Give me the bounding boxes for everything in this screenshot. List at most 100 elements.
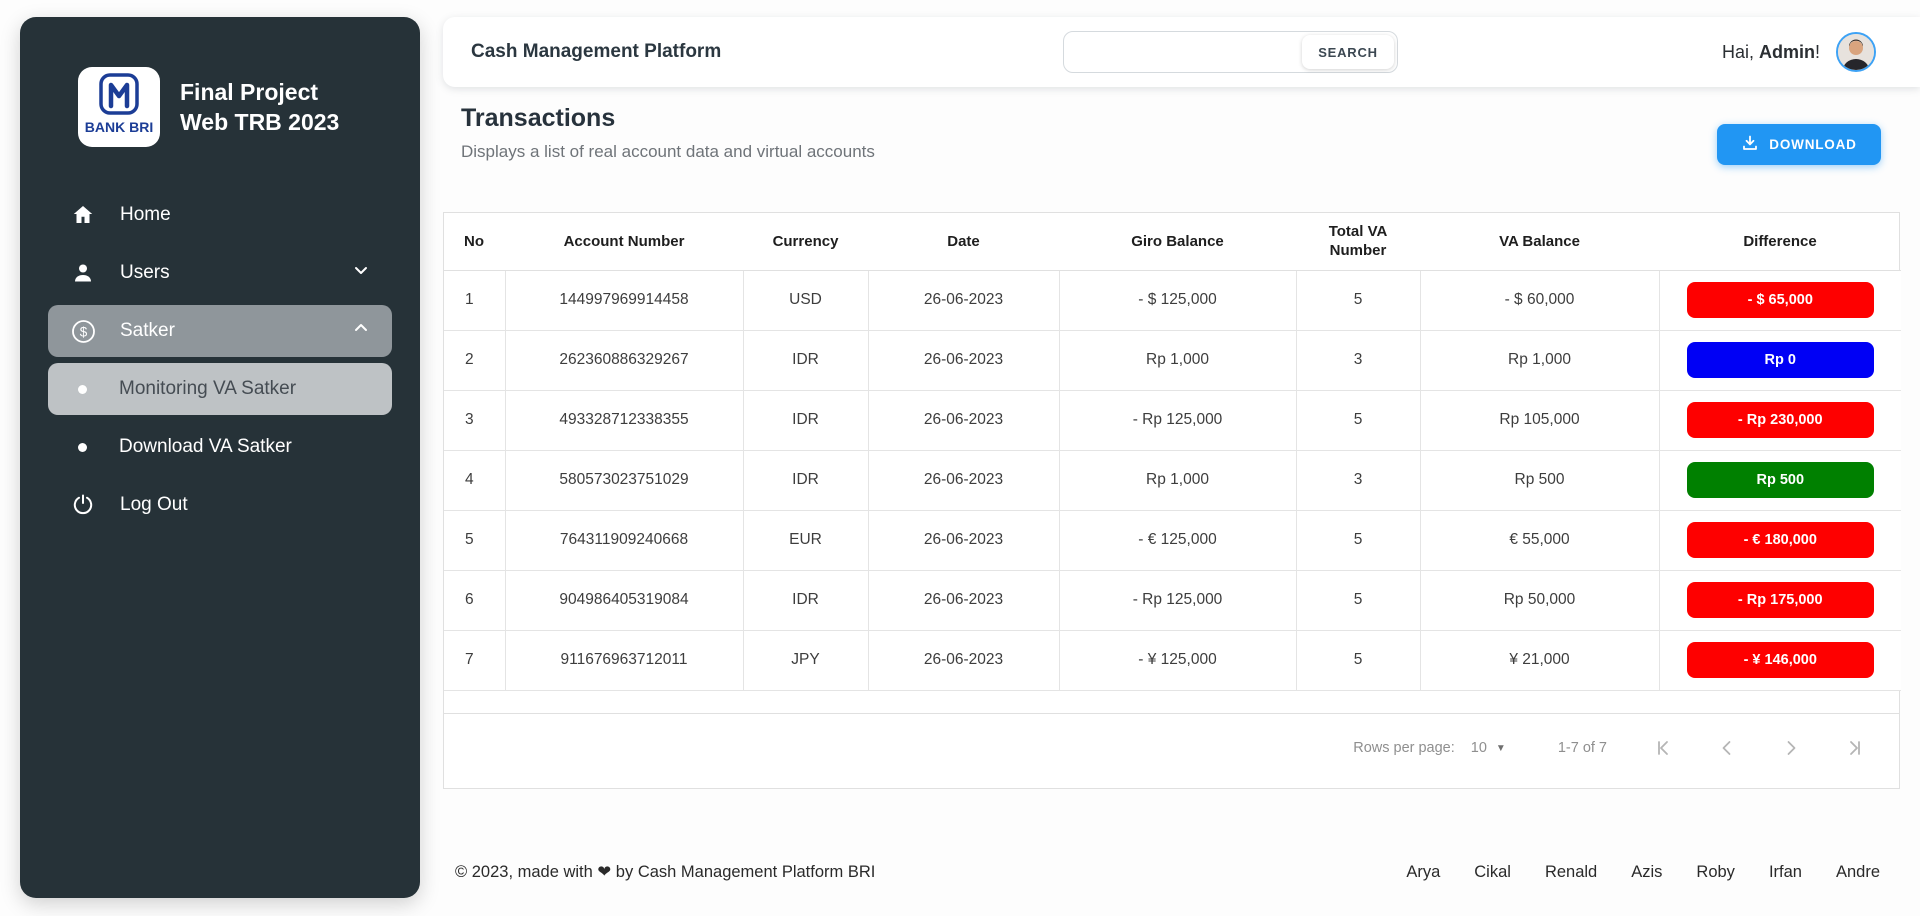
last-page-icon[interactable] <box>1845 738 1865 758</box>
row-total-va-number: 3 <box>1296 330 1421 391</box>
sidebar-item-monitoring-va-satker[interactable]: Monitoring VA Satker <box>48 363 392 415</box>
row-total-va-number: 5 <box>1296 270 1421 331</box>
row-difference-cell: - € 180,000 <box>1659 510 1901 571</box>
row-currency: USD <box>743 270 869 331</box>
row-va-balance: ¥ 21,000 <box>1420 630 1660 691</box>
row-va-balance: Rp 105,000 <box>1420 390 1660 451</box>
previous-page-icon[interactable] <box>1717 738 1737 758</box>
footer: © 2023, made with ❤ by Cash Management P… <box>443 862 1880 882</box>
page-head: Transactions Displays a list of real acc… <box>443 104 1900 165</box>
header: Cash Management Platform SEARCH Hai, Adm… <box>443 17 1920 87</box>
sidebar-item-label: Download VA Satker <box>119 436 292 457</box>
row-currency: IDR <box>743 450 869 511</box>
next-page-icon[interactable] <box>1781 738 1801 758</box>
row-account-number: 144997969914458 <box>505 270 744 331</box>
row-va-balance: Rp 50,000 <box>1420 570 1660 631</box>
difference-badge: - Rp 175,000 <box>1686 582 1874 618</box>
sidebar-item-home[interactable]: Home <box>48 189 392 241</box>
avatar[interactable] <box>1836 32 1876 72</box>
pagination-range: 1-7 of 7 <box>1557 740 1607 756</box>
sidebar-item-download-va-satker[interactable]: Download VA Satker <box>48 421 392 473</box>
difference-badge: Rp 500 <box>1686 462 1874 498</box>
footer-credit-name[interactable]: Irfan <box>1768 862 1802 881</box>
bank-bri-logo-text: BANK BRI <box>85 119 153 135</box>
table-row: 4 580573023751029 IDR 26-06-2023 Rp 1,000 3 Rp… <box>444 450 1901 511</box>
sidebar-title-line1: Final Project <box>180 79 319 105</box>
sidebar: BANK BRI Final Project Web TRB 2023 Home… <box>20 17 420 898</box>
search-button[interactable]: SEARCH <box>1302 35 1394 69</box>
table-row: 3 493328712338355 IDR 26-06-2023- Rp 125,00… <box>444 390 1901 451</box>
row-va-balance: € 55,000 <box>1420 510 1660 571</box>
row-total-va-number: 5 <box>1296 390 1421 451</box>
caret-down-icon: ▼ <box>1495 742 1506 754</box>
difference-badge: - ¥ 146,000 <box>1686 642 1874 678</box>
row-giro-balance: - Rp 125,000 <box>1059 570 1297 631</box>
bullet-icon <box>78 384 87 394</box>
row-difference-cell: Rp 500 <box>1659 450 1901 511</box>
app-title: Cash Management Platform <box>471 41 722 62</box>
sidebar-item-users[interactable]: Users <box>48 247 392 299</box>
row-no: 2 <box>444 330 506 391</box>
col-total-va-number: Total VA Number <box>1296 213 1420 271</box>
user-icon <box>70 260 96 286</box>
row-date: 26-06-2023 <box>868 630 1060 691</box>
sidebar-item-satker[interactable]: $ Satker <box>48 305 392 357</box>
sidebar-item-label: Monitoring VA Satker <box>119 378 297 399</box>
footer-credit-name[interactable]: Cikal <box>1474 862 1511 881</box>
row-date: 26-06-2023 <box>868 270 1060 331</box>
sidebar-nav: Home Users $ Satker Monitoring VA Satker <box>20 189 420 531</box>
row-date: 26-06-2023 <box>868 450 1060 511</box>
rows-per-page-label: Rows per page: <box>1353 740 1455 756</box>
rows-per-page-select[interactable]: 10 ▼ <box>1471 740 1506 756</box>
row-giro-balance: Rp 1,000 <box>1059 330 1297 391</box>
row-account-number: 904986405319084 <box>505 570 744 631</box>
row-difference-cell: - Rp 175,000 <box>1659 570 1901 631</box>
sidebar-item-label: Users <box>120 262 170 283</box>
row-total-va-number: 5 <box>1296 510 1421 571</box>
row-date: 26-06-2023 <box>868 330 1060 391</box>
row-difference-cell: Rp 0 <box>1659 330 1901 391</box>
difference-badge: - € 180,000 <box>1686 522 1874 558</box>
footer-credit-name[interactable]: Arya <box>1406 862 1441 881</box>
row-giro-balance: - € 125,000 <box>1059 510 1297 571</box>
dollar-circle-icon: $ <box>70 318 96 344</box>
footer-credit-name[interactable]: Renald <box>1544 862 1598 881</box>
download-button[interactable]: DOWNLOAD <box>1717 124 1881 165</box>
first-page-icon[interactable] <box>1653 738 1673 758</box>
transactions-table: No Account Number Currency Date Giro Bal… <box>444 213 1901 691</box>
row-currency: EUR <box>743 510 869 571</box>
row-currency: IDR <box>743 330 869 391</box>
row-no: 3 <box>444 390 506 451</box>
col-account-number: Account Number <box>505 213 743 271</box>
row-account-number: 764311909240668 <box>505 510 744 571</box>
col-date: Date <box>868 213 1059 271</box>
footer-copyright: © 2023, made with ❤ by Cash Management P… <box>455 863 876 881</box>
footer-credit-name[interactable]: Azis <box>1631 862 1663 881</box>
sidebar-item-label: Satker <box>120 320 175 341</box>
footer-credits: Arya Cikal Renald Azis Roby Irfan Andre <box>1406 863 1880 882</box>
row-account-number: 262360886329267 <box>505 330 744 391</box>
sidebar-item-logout[interactable]: Log Out <box>48 479 392 531</box>
row-difference-cell: - ¥ 146,000 <box>1659 630 1901 691</box>
row-date: 26-06-2023 <box>868 390 1060 451</box>
home-icon <box>70 202 96 228</box>
col-va-balance: VA Balance <box>1420 213 1659 271</box>
sidebar-item-label: Home <box>120 204 171 225</box>
pagination: Rows per page: 10 ▼ 1-7 of 7 <box>444 712 1899 783</box>
col-difference: Difference <box>1659 213 1901 271</box>
greeting-name: Admin <box>1758 41 1815 62</box>
footer-credit-name[interactable]: Andre <box>1835 862 1880 881</box>
row-currency: IDR <box>743 570 869 631</box>
row-va-balance: Rp 1,000 <box>1420 330 1660 391</box>
rows-per-page-value: 10 <box>1470 740 1487 756</box>
row-no: 7 <box>444 630 506 691</box>
row-no: 6 <box>444 570 506 631</box>
power-icon <box>70 492 96 518</box>
search-input[interactable] <box>1076 32 1306 72</box>
table-row: 2 262360886329267 IDR 26-06-2023 Rp 1,000 3 Rp… <box>444 330 1901 391</box>
row-va-balance: - $ 60,000 <box>1420 270 1660 331</box>
brand: BANK BRI Final Project Web TRB 2023 <box>20 17 420 147</box>
footer-credit-name[interactable]: Roby <box>1696 862 1735 881</box>
table-row: 1 144997969914458 USD 26-06-2023- $ 125,000… <box>444 270 1901 331</box>
chevron-up-icon <box>352 319 370 343</box>
